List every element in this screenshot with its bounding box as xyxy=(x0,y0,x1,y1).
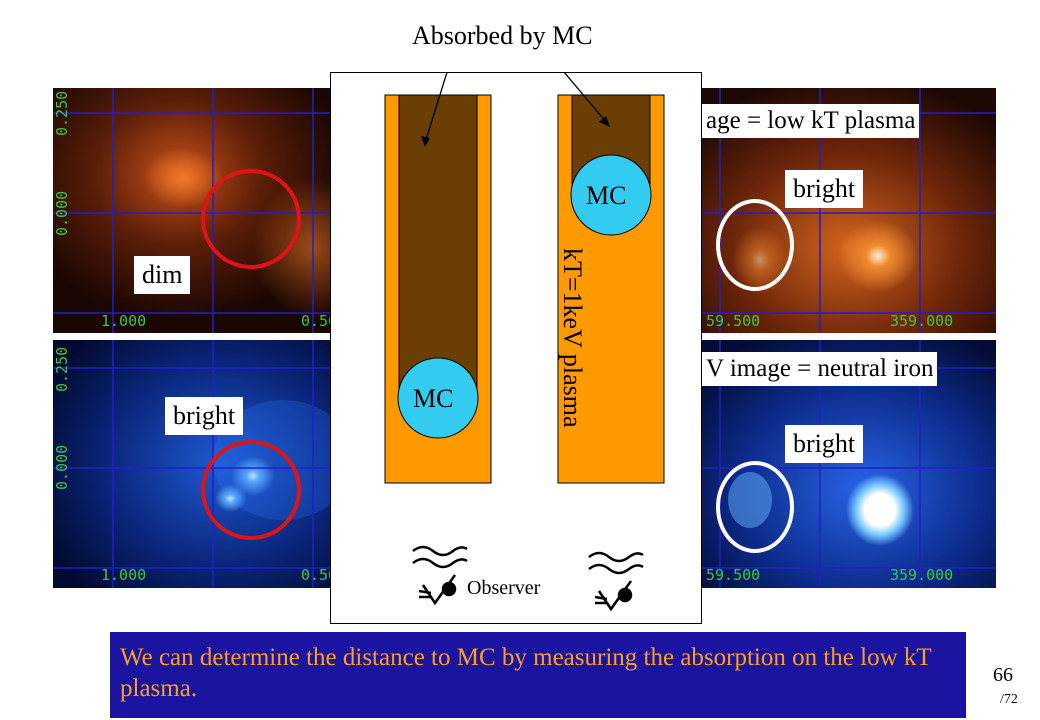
bottom-x-tick-mid: 0.50 xyxy=(301,566,333,584)
top-left-xray-panel: 0.250 0.000 1.000 0.50 xyxy=(53,88,333,333)
bottom-x-tick-left: 1.000 xyxy=(101,566,147,584)
top-panel-caption: age = low kT plasma xyxy=(702,104,920,138)
top-left-dim-label: dim xyxy=(134,256,191,294)
top-x-tick-mid: 0.50 xyxy=(301,312,333,330)
top-left-image xyxy=(53,88,333,333)
diagram-title: Absorbed by MC xyxy=(412,21,593,50)
top-right-grid xyxy=(700,88,996,333)
right-mc-label: MC xyxy=(586,181,627,210)
page-number: 66 xyxy=(993,664,1013,686)
bottom-right-white-circle xyxy=(716,461,794,553)
observer-left-eye-icon xyxy=(412,545,468,606)
absorption-diagram: MC MC kT=1keV plasma Observer xyxy=(330,52,702,624)
left-mc-label: MC xyxy=(413,384,454,413)
plasma-label: kT=1keV plasma xyxy=(558,248,587,428)
top-left-grid xyxy=(53,88,333,333)
left-mc-circle xyxy=(397,357,479,439)
top-right-bright-label: bright xyxy=(785,170,864,208)
page-total: /72 xyxy=(1000,692,1018,707)
top-x-tick-mid-right: 59.500 xyxy=(706,312,761,330)
observer-label: Observer xyxy=(467,577,541,599)
diagram-drawing xyxy=(384,52,665,612)
bottom-right-bright-label: bright xyxy=(785,425,864,463)
bottom-panel-caption: V image = neutral iron xyxy=(702,352,938,386)
bottom-left-red-circle xyxy=(201,440,301,540)
conclusion-note: We can determine the distance to MC by m… xyxy=(110,632,966,718)
observer-right-eye-icon xyxy=(588,551,644,612)
right-mc-circle xyxy=(570,154,652,236)
bottom-left-grid xyxy=(53,340,333,588)
bottom-left-bright-label: bright xyxy=(165,397,244,435)
top-x-tick-left: 1.000 xyxy=(101,312,147,330)
bottom-x-tick-mid-right: 59.500 xyxy=(706,566,761,584)
top-left-red-circle xyxy=(201,169,301,269)
bottom-x-tick-right: 359.000 xyxy=(890,566,954,584)
top-x-tick-right: 359.000 xyxy=(890,312,954,330)
conclusion-text: We can determine the distance to MC by m… xyxy=(120,644,932,702)
top-right-white-circle xyxy=(716,199,794,291)
